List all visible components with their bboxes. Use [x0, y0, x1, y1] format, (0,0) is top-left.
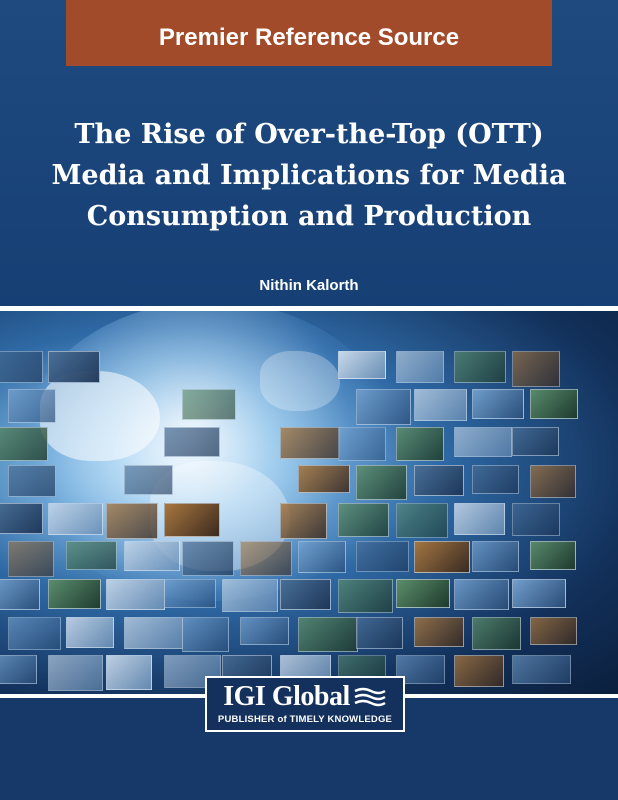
video-screen	[512, 351, 560, 387]
video-screen	[338, 579, 393, 613]
video-screen	[0, 579, 40, 610]
video-screen	[280, 427, 340, 459]
publisher-logo: IGI Global PUBLISHER of TIMELY KNOWLEDGE	[205, 676, 405, 732]
video-screen	[414, 541, 470, 573]
video-screen	[530, 541, 576, 570]
video-screen	[280, 579, 331, 610]
video-screen	[8, 389, 56, 423]
video-screen	[472, 465, 519, 494]
video-screen	[164, 503, 220, 537]
video-screen	[530, 389, 578, 419]
video-screen	[124, 541, 180, 571]
cover-illustration	[0, 311, 618, 694]
series-label: Premier Reference Source	[158, 24, 460, 51]
video-screen	[124, 617, 183, 649]
video-screen	[396, 579, 450, 608]
series-banner: Premier Reference Source	[66, 0, 552, 66]
video-screen	[298, 541, 346, 573]
video-screen	[0, 503, 43, 534]
video-screen	[8, 541, 54, 577]
publisher-tagline: PUBLISHER of TIMELY KNOWLEDGE	[217, 714, 393, 725]
video-screen	[66, 617, 114, 648]
video-screen	[512, 503, 560, 536]
divider-stripe	[0, 306, 618, 311]
video-screen	[454, 427, 512, 457]
video-screen	[106, 655, 152, 690]
video-screen	[414, 389, 467, 421]
video-screen	[512, 579, 566, 608]
video-screen	[512, 655, 571, 684]
video-screen	[356, 541, 409, 572]
publisher-name: IGI Global	[223, 681, 350, 712]
video-screen	[182, 617, 229, 652]
video-screen-wall	[0, 311, 618, 694]
waves-icon	[354, 687, 386, 707]
video-screen	[454, 351, 506, 383]
video-screen	[8, 465, 56, 497]
title-line: Consumption and Production	[86, 201, 532, 232]
video-screen	[338, 351, 386, 379]
video-screen	[338, 427, 386, 461]
video-screen	[356, 465, 407, 500]
video-screen	[48, 351, 100, 383]
video-screen	[182, 389, 236, 420]
video-screen	[106, 503, 158, 539]
video-screen	[414, 465, 464, 496]
author-name: Nithin Kalorth	[259, 277, 359, 294]
video-screen	[48, 655, 103, 691]
video-screen	[356, 389, 411, 425]
video-screen	[164, 579, 216, 608]
title-line: Media and Implications for Media	[51, 160, 567, 191]
video-screen	[48, 503, 103, 535]
book-title: The Rise of Over-the-Top (OTT) Media and…	[20, 114, 598, 237]
video-screen	[454, 503, 505, 535]
video-screen	[298, 465, 350, 493]
video-screen	[0, 351, 43, 383]
video-screen	[240, 541, 292, 576]
video-screen	[124, 465, 173, 495]
video-screen	[222, 579, 278, 612]
video-screen	[8, 617, 61, 650]
video-screen	[338, 503, 389, 537]
title-line: The Rise of Over-the-Top (OTT)	[74, 119, 544, 150]
video-screen	[0, 655, 37, 684]
video-screen	[472, 541, 519, 572]
continent-shape	[260, 351, 340, 411]
video-screen	[472, 617, 521, 650]
video-screen	[396, 503, 448, 538]
video-screen	[164, 427, 220, 457]
video-screen	[512, 427, 559, 456]
video-screen	[472, 389, 524, 419]
video-screen	[182, 541, 234, 576]
video-screen	[530, 617, 577, 645]
video-screen	[454, 655, 504, 687]
continent-shape	[40, 371, 160, 461]
video-screen	[66, 541, 117, 570]
video-screen	[0, 427, 48, 461]
video-screen	[48, 579, 101, 609]
video-screen	[530, 465, 576, 498]
video-screen	[414, 617, 464, 647]
video-screen	[280, 503, 327, 539]
video-screen	[356, 617, 403, 649]
video-screen	[240, 617, 289, 645]
video-screen	[396, 351, 444, 383]
video-screen	[396, 427, 444, 461]
video-screen	[298, 617, 358, 652]
video-screen	[454, 579, 509, 610]
video-screen	[106, 579, 165, 610]
